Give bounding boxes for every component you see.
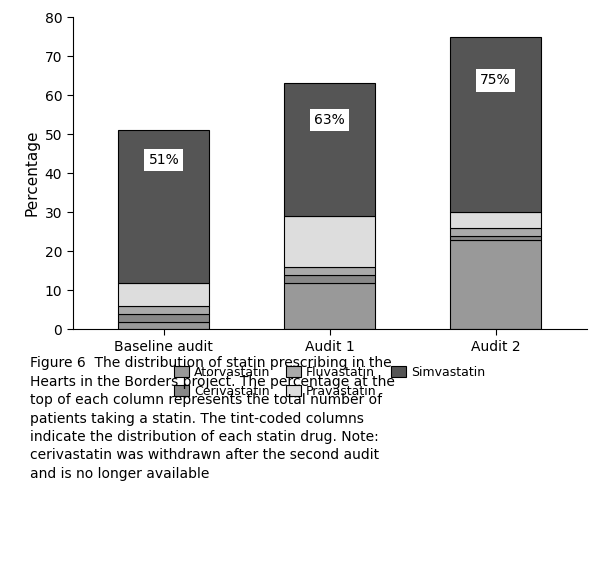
Bar [118,306,209,314]
Text: 75%: 75% [480,73,511,87]
Bar [118,282,209,306]
Bar [284,216,375,267]
Bar [118,321,209,329]
Bar [450,228,541,236]
Bar [284,282,375,329]
Bar [450,212,541,228]
Bar [118,130,209,282]
Bar [450,236,541,240]
Text: 63%: 63% [315,114,345,127]
Bar [284,267,375,275]
Bar [450,240,541,329]
Bar [118,314,209,321]
Text: 51%: 51% [148,153,179,167]
Bar [450,36,541,212]
Legend: Atorvastatin, Cerivastatin, Fluvastatin, Pravastatin, Simvastatin: Atorvastatin, Cerivastatin, Fluvastatin,… [169,361,490,403]
Text: Figure 6  The distribution of statin prescribing in the
Hearts in the Borders pr: Figure 6 The distribution of statin pres… [30,357,394,481]
Bar [284,275,375,282]
Bar [284,83,375,216]
Y-axis label: Percentage: Percentage [24,130,39,216]
